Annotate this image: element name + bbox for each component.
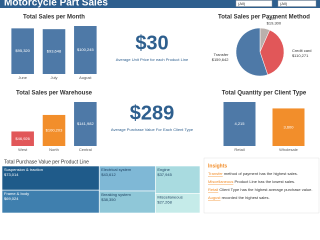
kpi-label: Average Unit Price for each Product Line bbox=[116, 57, 189, 62]
insight-text: Client Type has the highest average purc… bbox=[218, 187, 312, 192]
x-tick-label: Wholesale bbox=[279, 147, 298, 152]
bar bbox=[42, 114, 66, 146]
insight-line: Retail Client Type has the highest avera… bbox=[208, 187, 312, 192]
bar bbox=[42, 29, 66, 74]
bar bbox=[11, 28, 34, 74]
value-label: $100,245 bbox=[77, 47, 94, 52]
dashboard: Motorcycle Part Sales (All) (All) $30 Av… bbox=[0, 0, 320, 214]
cell-value: $69,024 bbox=[4, 196, 19, 201]
insight-highlight: Retail bbox=[208, 187, 218, 192]
treemap-cell bbox=[155, 165, 201, 194]
cell-label: Electrical system bbox=[101, 167, 132, 172]
insight-text: method of payment has the highest sales. bbox=[223, 171, 298, 176]
kpi-value: $30 bbox=[135, 32, 168, 54]
value-label: $46,926 bbox=[15, 136, 30, 141]
value-label: $141,982 bbox=[77, 121, 94, 126]
x-tick-label: July bbox=[50, 75, 57, 80]
bar bbox=[74, 26, 97, 74]
insight-highlight: August bbox=[208, 195, 221, 200]
filter-dropdown[interactable] bbox=[235, 0, 273, 7]
x-tick-label: North bbox=[49, 147, 59, 152]
insights-title: Insights bbox=[208, 163, 227, 169]
value-label: $95,320 bbox=[15, 48, 30, 53]
treemap-cell bbox=[1, 165, 100, 191]
cell-label: Frame & body bbox=[4, 191, 29, 196]
slice-label: Cash bbox=[267, 15, 276, 20]
chart-title: Total Purchase Value per Product Line bbox=[4, 159, 89, 165]
value-label: $100,203 bbox=[46, 128, 63, 133]
slice-value: $19,300 bbox=[267, 20, 282, 25]
bar bbox=[272, 108, 305, 146]
insight-line: Transfer method of payment has the highe… bbox=[208, 171, 298, 176]
filter-value[interactable]: (All) bbox=[280, 1, 288, 6]
chart-title: Total Sales per Warehouse bbox=[16, 91, 93, 97]
chart-title: Total Quantity per Client Type bbox=[222, 91, 307, 97]
x-tick-label: Retail bbox=[234, 147, 244, 152]
filter-value[interactable]: (All) bbox=[238, 1, 246, 6]
treemap-cell bbox=[155, 193, 201, 214]
cell-value: $37,945 bbox=[157, 172, 172, 177]
cell-value: $38,350 bbox=[101, 197, 116, 202]
x-tick-label: August bbox=[79, 75, 92, 80]
cell-label: Miscellaneous bbox=[157, 194, 182, 199]
pie-slice bbox=[235, 27, 269, 77]
cell-label: Suspension & traction bbox=[4, 167, 43, 172]
filter-dropdown[interactable] bbox=[277, 0, 317, 7]
slice-label: Credit card bbox=[292, 48, 312, 53]
insight-line: August recorded the highest sales. bbox=[208, 195, 270, 200]
x-tick-label: June bbox=[18, 75, 27, 80]
insight-highlight: Miscellaneous bbox=[208, 179, 233, 184]
value-label: 4,215 bbox=[234, 121, 245, 126]
slice-label: Transfer bbox=[214, 52, 229, 57]
slice-value: $159,642 bbox=[212, 57, 229, 62]
x-tick-label: West bbox=[18, 147, 28, 152]
chart-title: Total Sales per Payment Method bbox=[218, 15, 310, 21]
kpi-label: Average Purchase Value For Each Client T… bbox=[111, 127, 194, 132]
insight-text: recorded the highest sales. bbox=[220, 195, 269, 200]
header-bar bbox=[0, 0, 320, 8]
insight-text: Product Line has the lowest sales. bbox=[233, 179, 295, 184]
bar bbox=[74, 102, 97, 146]
value-label: 3,600 bbox=[283, 124, 294, 129]
slice-value: $110,271 bbox=[292, 53, 309, 58]
cell-label: Breaking system bbox=[101, 192, 131, 197]
cell-value: $43,612 bbox=[101, 172, 116, 177]
x-tick-label: Central bbox=[79, 147, 92, 152]
kpi-value: $289 bbox=[130, 102, 175, 124]
chart-title: Total Sales per Month bbox=[23, 15, 85, 21]
insight-line: Miscellaneous Product Line has the lowes… bbox=[208, 179, 295, 184]
cell-value: $73,014 bbox=[4, 172, 19, 177]
insight-highlight: Transfer bbox=[208, 171, 223, 176]
bar bbox=[223, 102, 256, 146]
cell-label: Engine bbox=[157, 167, 170, 172]
value-label: $93,648 bbox=[47, 49, 62, 54]
dashboard-title: Motorcycle Part Sales bbox=[4, 0, 108, 9]
pie-slice bbox=[259, 29, 285, 76]
insights-box bbox=[203, 157, 320, 214]
cell-value: $27,268 bbox=[157, 199, 172, 204]
bar bbox=[11, 131, 34, 146]
